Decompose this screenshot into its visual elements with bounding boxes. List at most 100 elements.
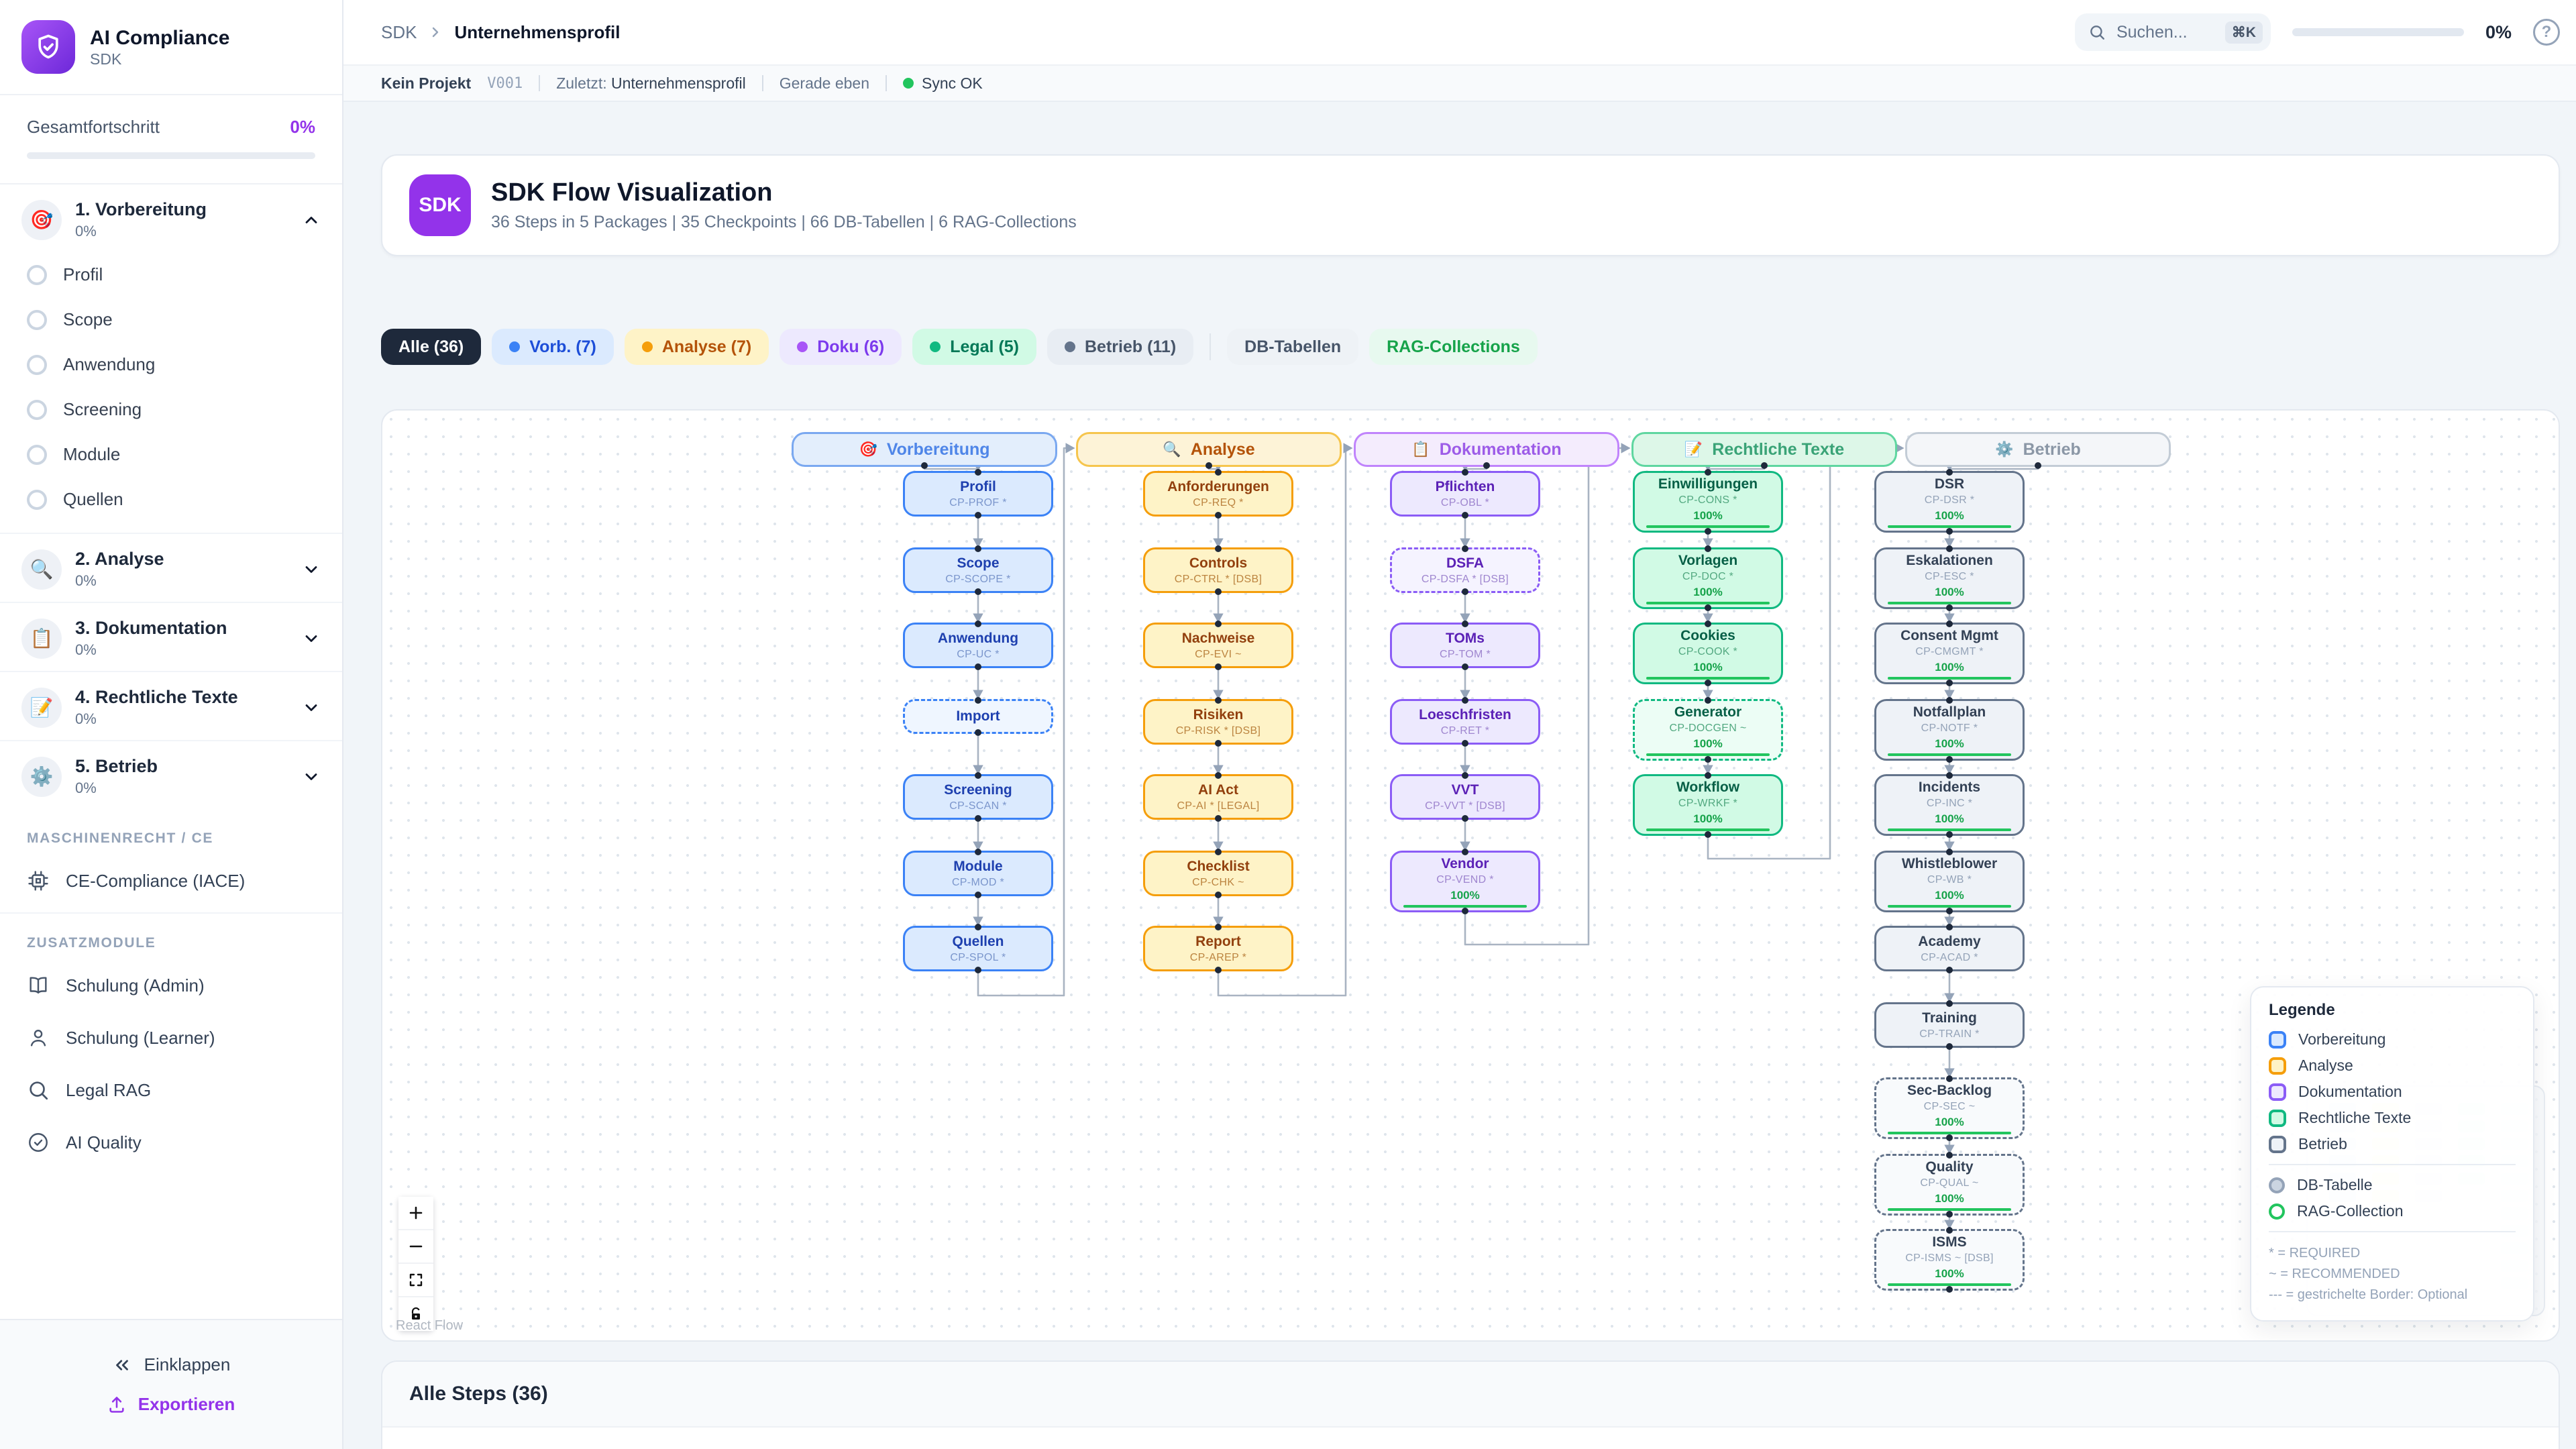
zoom-out-button[interactable] bbox=[398, 1230, 433, 1264]
node-progress-bar bbox=[1646, 525, 1770, 528]
flow-node-academy[interactable]: Academy CP-ACAD * bbox=[1874, 924, 2025, 973]
flow-package-header-rechtliche-texte[interactable]: 📝 Rechtliche Texte bbox=[1631, 432, 1897, 469]
sidebar-item-schulung--admin-[interactable]: Schulung (Admin) bbox=[0, 959, 342, 1012]
export-button[interactable]: Exportieren bbox=[107, 1394, 235, 1415]
flow-node-generator[interactable]: Generator CP-DOCGEN ~ 100% bbox=[1633, 697, 1783, 763]
node-code: CP-EVI ~ bbox=[1195, 649, 1242, 661]
sidebar-item-ai-quality[interactable]: AI Quality bbox=[0, 1116, 342, 1169]
search-input[interactable]: Suchen... ⌘K bbox=[2074, 13, 2271, 51]
flow-node-vvt[interactable]: VVT CP-VVT * [DSB] bbox=[1390, 772, 1540, 822]
node-progress-value: 100% bbox=[1693, 812, 1723, 826]
flow-node-sec-backlog[interactable]: Sec-Backlog CP-SEC ~ 100% bbox=[1874, 1075, 2025, 1141]
node-title: DSR bbox=[1934, 476, 1965, 492]
sidebar-item----betrieb[interactable]: ⚙️ 5. Betrieb 0% bbox=[0, 741, 342, 809]
flow-node-consent-mgmt[interactable]: Consent Mgmt CP-CMGMT * 100% bbox=[1874, 621, 2025, 686]
filter-pill-legal[interactable]: Legal (5) bbox=[912, 329, 1036, 365]
flow-node-workflow[interactable]: Workflow CP-WRKF * 100% bbox=[1633, 772, 1783, 838]
flow-canvas[interactable]: Legende Vorbereitung Analyse Dokumentation R… bbox=[381, 409, 2560, 1342]
section-meta: 5. Betrieb 0% bbox=[75, 756, 288, 797]
flow-node-quality[interactable]: Quality CP-QUAL ~ 100% bbox=[1874, 1152, 2025, 1218]
sidebar-subitem-profil[interactable]: Profil bbox=[0, 252, 342, 297]
node-progress-value: 100% bbox=[1450, 889, 1480, 902]
sidebar-subitem-module[interactable]: Module bbox=[0, 432, 342, 477]
flow-node-scope[interactable]: Scope CP-SCOPE * bbox=[903, 545, 1053, 595]
sidebar-item----analyse[interactable]: 🔍 2. Analyse 0% bbox=[0, 534, 342, 602]
sidebar-item-schulung--learner-[interactable]: Schulung (Learner) bbox=[0, 1012, 342, 1064]
step-status-circle-icon bbox=[27, 489, 47, 510]
flow-node-eskalationen[interactable]: Eskalationen CP-ESC * 100% bbox=[1874, 545, 2025, 611]
filter-pill-vorb[interactable]: Vorb. (7) bbox=[492, 329, 614, 365]
flow-node-report[interactable]: Report CP-AREP * bbox=[1143, 924, 1293, 973]
filter-pill-doku[interactable]: Doku (6) bbox=[780, 329, 902, 365]
flow-node-anwendung[interactable]: Anwendung CP-UC * bbox=[903, 621, 1053, 670]
flow-node-vendor[interactable]: Vendor CP-VEND * 100% bbox=[1390, 849, 1540, 914]
page-title: SDK Flow Visualization bbox=[491, 178, 773, 207]
flow-package-header-dokumentation[interactable]: 📋 Dokumentation bbox=[1354, 432, 1619, 469]
help-button[interactable]: ? bbox=[2533, 19, 2560, 46]
sidebar-group-maschinenrecht-label: MASCHINENRECHT / CE bbox=[27, 830, 214, 846]
node-progress-bar bbox=[1888, 1208, 2011, 1211]
filter-pill-db[interactable]: DB-Tabellen bbox=[1227, 329, 1359, 365]
node-code: CP-ACAD * bbox=[1921, 952, 1978, 964]
sidebar-item-legal-rag[interactable]: Legal RAG bbox=[0, 1064, 342, 1116]
flow-node-screening[interactable]: Screening CP-SCAN * bbox=[903, 772, 1053, 822]
flow-node-nachweise[interactable]: Nachweise CP-EVI ~ bbox=[1143, 621, 1293, 670]
flow-package-header-analyse[interactable]: 🔍 Analyse bbox=[1076, 432, 1342, 469]
flow-node-cookies[interactable]: Cookies CP-COOK * 100% bbox=[1633, 621, 1783, 686]
sidebar-nav: 🎯 1. Vorbereitung 0% Profil Scope Anwendung Sc… bbox=[0, 184, 342, 809]
flow-node-pflichten[interactable]: Pflichten CP-OBL * bbox=[1390, 469, 1540, 519]
flow-package-header-betrieb[interactable]: ⚙️ Betrieb bbox=[1905, 432, 2171, 469]
sidebar-subitem-scope[interactable]: Scope bbox=[0, 297, 342, 342]
node-progress-bar bbox=[1888, 1283, 2011, 1286]
pill-dot-icon bbox=[797, 341, 808, 352]
flow-node-incidents[interactable]: Incidents CP-INC * 100% bbox=[1874, 772, 2025, 838]
flow-node-isms[interactable]: ISMS CP-ISMS ~ [DSB] 100% bbox=[1874, 1227, 2025, 1293]
flow-package-header-vorbereitung[interactable]: 🎯 Vorbereitung bbox=[792, 432, 1057, 469]
last-saved-time: Gerade eben bbox=[779, 74, 870, 92]
flow-node-loeschfristen[interactable]: Loeschfristen CP-RET * bbox=[1390, 697, 1540, 747]
node-code: CP-ESC * bbox=[1925, 571, 1974, 583]
filter-pill-rag[interactable]: RAG-Collections bbox=[1369, 329, 1538, 365]
flow-node-whistleblower[interactable]: Whistleblower CP-WB * 100% bbox=[1874, 849, 2025, 914]
flow-node-training[interactable]: Training CP-TRAIN * bbox=[1874, 1000, 2025, 1050]
flow-node-notfallplan[interactable]: Notfallplan CP-NOTF * 100% bbox=[1874, 697, 2025, 763]
flow-node-checklist[interactable]: Checklist CP-CHK ~ bbox=[1143, 849, 1293, 898]
flow-node-dsr[interactable]: DSR CP-DSR * 100% bbox=[1874, 469, 2025, 535]
flow-node-controls[interactable]: Controls CP-CTRL * [DSB] bbox=[1143, 545, 1293, 595]
node-code: CP-PROF * bbox=[949, 497, 1007, 509]
filter-pill-analyse[interactable]: Analyse (7) bbox=[624, 329, 769, 365]
section-emoji-icon: 🔍 bbox=[21, 549, 62, 590]
filter-pill-alle[interactable]: Alle (36) bbox=[381, 329, 482, 365]
node-title: Whistleblower bbox=[1901, 856, 1998, 871]
collapse-sidebar-button[interactable]: Einklappen bbox=[112, 1354, 230, 1375]
sidebar-subitem-screening[interactable]: Screening bbox=[0, 387, 342, 432]
lock-toggle-button[interactable] bbox=[398, 1297, 433, 1331]
node-title: Quellen bbox=[952, 933, 1004, 949]
flow-node-ai-act[interactable]: AI Act CP-AI * [LEGAL] bbox=[1143, 772, 1293, 822]
flow-node-dsfa[interactable]: DSFA CP-DSFA * [DSB] bbox=[1390, 545, 1540, 595]
node-progress-value: 100% bbox=[1693, 509, 1723, 523]
zoom-in-button[interactable] bbox=[398, 1197, 433, 1230]
breadcrumb-sdk[interactable]: SDK bbox=[381, 21, 417, 42]
sidebar-item----dokumentation[interactable]: 📋 3. Dokumentation 0% bbox=[0, 603, 342, 671]
flow-node-vorlagen[interactable]: Vorlagen CP-DOC * 100% bbox=[1633, 545, 1783, 611]
flow-node-toms[interactable]: TOMs CP-TOM * bbox=[1390, 621, 1540, 670]
filter-pill-betrieb[interactable]: Betrieb (11) bbox=[1047, 329, 1194, 365]
sidebar-item----vorbereitung[interactable]: 🎯 1. Vorbereitung 0% bbox=[0, 184, 342, 252]
sidebar-item-ce-compliance--iace-[interactable]: CE-Compliance (IACE) bbox=[0, 855, 342, 907]
flow-node-risiken[interactable]: Risiken CP-RISK * [DSB] bbox=[1143, 697, 1293, 747]
fit-view-button[interactable] bbox=[398, 1264, 433, 1297]
chevron-down-icon bbox=[305, 704, 317, 711]
flow-node-profil[interactable]: Profil CP-PROF * bbox=[903, 469, 1053, 519]
flow-node-einwilligungen[interactable]: Einwilligungen CP-CONS * 100% bbox=[1633, 469, 1783, 535]
sidebar-subitem-quellen[interactable]: Quellen bbox=[0, 477, 342, 522]
flow-node-module[interactable]: Module CP-MOD * bbox=[903, 849, 1053, 898]
node-title: Vendor bbox=[1441, 856, 1489, 871]
node-title: DSFA bbox=[1446, 555, 1484, 571]
flow-node-quellen[interactable]: Quellen CP-SPOL * bbox=[903, 924, 1053, 973]
section-progress: 0% bbox=[75, 780, 97, 796]
flow-node-import[interactable]: Import bbox=[903, 697, 1053, 736]
flow-node-anforderungen[interactable]: Anforderungen CP-REQ * bbox=[1143, 469, 1293, 519]
sidebar-subitem-anwendung[interactable]: Anwendung bbox=[0, 342, 342, 387]
sidebar-item----rechtliche-texte[interactable]: 📝 4. Rechtliche Texte 0% bbox=[0, 672, 342, 740]
